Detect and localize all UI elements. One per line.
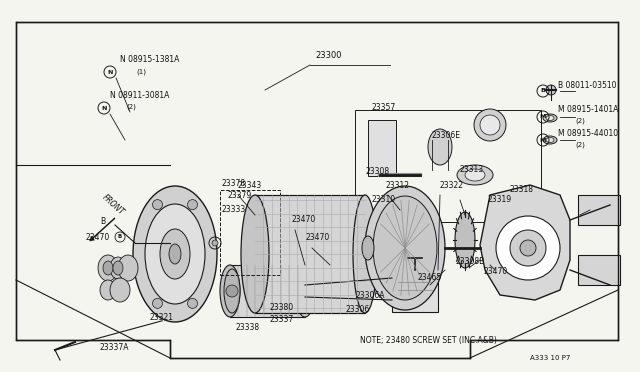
Text: 23378: 23378 <box>222 179 246 187</box>
Text: 23470: 23470 <box>292 215 316 224</box>
Ellipse shape <box>457 165 493 185</box>
Bar <box>220 190 280 275</box>
Text: 23308: 23308 <box>365 167 389 176</box>
Text: M: M <box>540 138 546 142</box>
Text: B 08011-03510: B 08011-03510 <box>558 80 616 90</box>
Text: M 08915-1401A: M 08915-1401A <box>558 106 618 115</box>
Ellipse shape <box>103 261 113 275</box>
Text: (2): (2) <box>575 142 585 148</box>
Ellipse shape <box>546 138 554 142</box>
Text: A333 10 P7: A333 10 P7 <box>530 355 570 361</box>
Bar <box>392 270 438 312</box>
Text: 23322: 23322 <box>440 180 464 189</box>
Text: 23470: 23470 <box>305 234 329 243</box>
Ellipse shape <box>226 285 238 297</box>
Text: (2): (2) <box>575 118 585 124</box>
Ellipse shape <box>133 186 217 322</box>
Text: 23343: 23343 <box>238 180 262 189</box>
Ellipse shape <box>100 280 116 300</box>
Ellipse shape <box>118 255 138 281</box>
Ellipse shape <box>480 115 500 135</box>
Text: 23337A: 23337A <box>100 343 129 353</box>
Ellipse shape <box>152 200 163 210</box>
Ellipse shape <box>224 269 240 313</box>
Text: FRONT: FRONT <box>100 193 125 217</box>
Ellipse shape <box>188 298 198 308</box>
Ellipse shape <box>546 115 554 121</box>
Ellipse shape <box>113 261 123 275</box>
Ellipse shape <box>362 236 374 260</box>
Text: NOTE; 23480 SCREW SET (INC.A&B): NOTE; 23480 SCREW SET (INC.A&B) <box>360 336 497 344</box>
Ellipse shape <box>465 169 485 181</box>
Text: 23313: 23313 <box>460 166 484 174</box>
Ellipse shape <box>496 216 560 280</box>
Text: M 08915-44010: M 08915-44010 <box>558 129 618 138</box>
Bar <box>255 195 365 313</box>
Text: 23300: 23300 <box>315 51 342 60</box>
Text: 23310: 23310 <box>372 196 396 205</box>
Text: 23470: 23470 <box>85 232 109 241</box>
Text: 23337: 23337 <box>270 315 294 324</box>
Ellipse shape <box>98 255 118 281</box>
Polygon shape <box>16 22 618 358</box>
Ellipse shape <box>152 298 163 308</box>
Text: 23306E: 23306E <box>432 131 461 140</box>
Text: (1): (1) <box>136 69 146 75</box>
Ellipse shape <box>543 136 557 144</box>
Bar <box>368 120 396 176</box>
Text: 23306: 23306 <box>345 305 369 314</box>
Text: N: N <box>101 106 107 110</box>
Ellipse shape <box>373 196 437 300</box>
Bar <box>230 265 305 317</box>
Ellipse shape <box>455 212 475 268</box>
Ellipse shape <box>241 195 269 313</box>
Text: 23312: 23312 <box>385 180 409 189</box>
Polygon shape <box>480 185 570 300</box>
Text: 23306A: 23306A <box>355 291 385 299</box>
Ellipse shape <box>510 230 546 266</box>
Text: 23319: 23319 <box>488 196 512 205</box>
Text: B: B <box>118 234 122 240</box>
Text: 23380: 23380 <box>270 304 294 312</box>
Text: 23308B: 23308B <box>455 257 484 266</box>
Ellipse shape <box>160 229 190 279</box>
Ellipse shape <box>295 265 315 317</box>
Ellipse shape <box>365 186 445 310</box>
Text: 23333: 23333 <box>222 205 246 215</box>
Text: 23357: 23357 <box>372 103 396 112</box>
Text: B: B <box>541 89 545 93</box>
Ellipse shape <box>169 244 181 264</box>
Text: 23470: 23470 <box>483 267 508 276</box>
Text: M: M <box>540 115 546 119</box>
Text: 23465: 23465 <box>418 273 442 282</box>
Ellipse shape <box>110 278 130 302</box>
Ellipse shape <box>428 129 452 165</box>
Ellipse shape <box>212 240 218 246</box>
Ellipse shape <box>474 109 506 141</box>
Ellipse shape <box>543 114 557 122</box>
Bar <box>355 110 541 222</box>
Ellipse shape <box>520 240 536 256</box>
Ellipse shape <box>145 204 205 304</box>
Text: N: N <box>108 70 113 74</box>
Ellipse shape <box>220 265 240 317</box>
Text: B: B <box>100 218 105 227</box>
Text: (2): (2) <box>126 104 136 110</box>
Bar <box>578 195 620 225</box>
Ellipse shape <box>188 200 198 210</box>
Text: 23338: 23338 <box>235 324 259 333</box>
Text: 23318: 23318 <box>510 186 534 195</box>
FancyArrow shape <box>90 218 115 241</box>
Text: 23379: 23379 <box>228 192 252 201</box>
Text: 23321: 23321 <box>150 314 174 323</box>
Text: N 08911-3081A: N 08911-3081A <box>110 90 170 99</box>
Ellipse shape <box>353 195 377 313</box>
Ellipse shape <box>546 85 556 95</box>
Bar <box>578 255 620 285</box>
Ellipse shape <box>110 257 126 279</box>
Text: N 08915-1381A: N 08915-1381A <box>120 55 179 64</box>
